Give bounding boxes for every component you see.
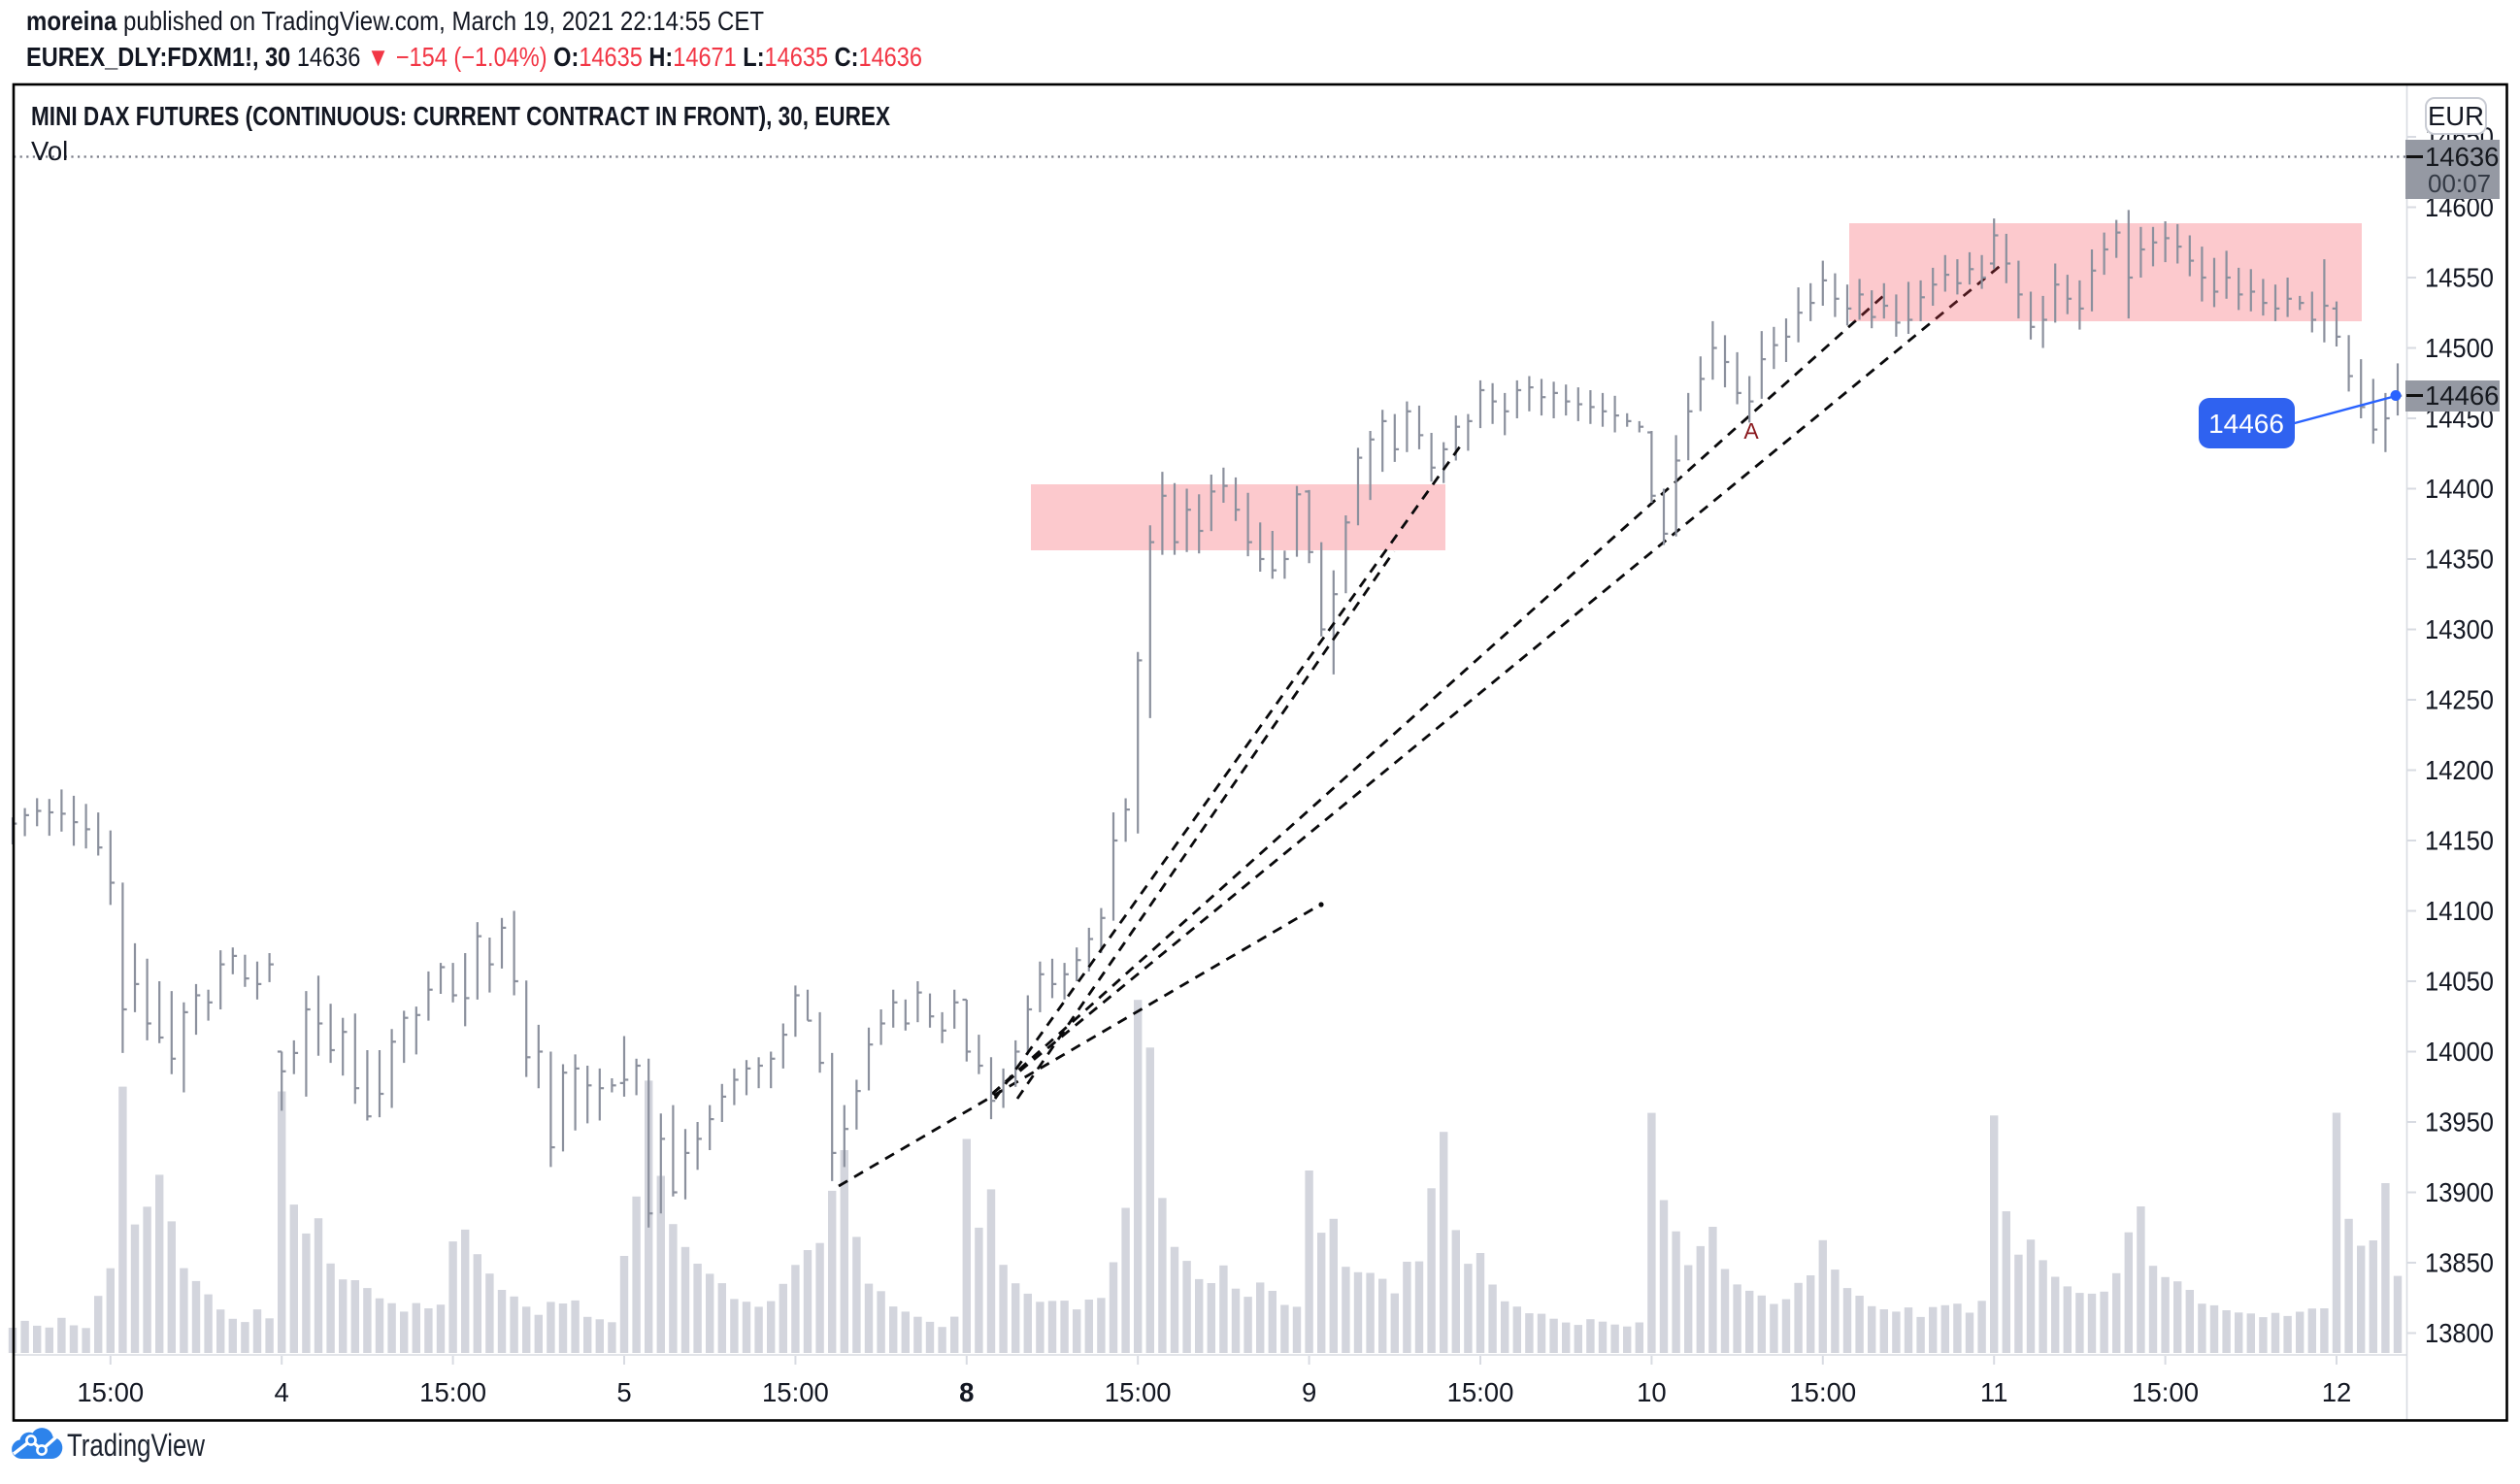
svg-text:14350: 14350 [2425, 544, 2494, 575]
svg-text:13800: 13800 [2425, 1318, 2494, 1348]
svg-text:13850: 13850 [2425, 1248, 2494, 1278]
svg-text:11: 11 [1980, 1377, 2008, 1407]
svg-text:Vol: Vol [31, 136, 68, 166]
svg-text:14300: 14300 [2425, 614, 2494, 644]
svg-text:15:00: 15:00 [762, 1377, 829, 1407]
svg-text:moreina published on TradingVi: moreina published on TradingView.com, Ma… [26, 6, 764, 36]
svg-text:14636: 14636 [2425, 142, 2499, 172]
svg-text:EUR: EUR [2428, 101, 2484, 131]
svg-text:15:00: 15:00 [419, 1377, 486, 1407]
svg-text:14000: 14000 [2425, 1037, 2494, 1067]
svg-text:14200: 14200 [2425, 755, 2494, 785]
svg-text:14050: 14050 [2425, 967, 2494, 997]
svg-text:14500: 14500 [2425, 333, 2494, 363]
svg-text:10: 10 [1637, 1377, 1667, 1407]
svg-text:14150: 14150 [2425, 826, 2494, 856]
svg-text:9: 9 [1302, 1377, 1316, 1407]
svg-text:TradingView: TradingView [67, 1428, 206, 1463]
svg-text:15:00: 15:00 [2132, 1377, 2199, 1407]
svg-text:MINI DAX FUTURES (CONTINUOUS:: MINI DAX FUTURES (CONTINUOUS: CURRENT CO… [31, 101, 890, 131]
svg-text:13950: 13950 [2425, 1107, 2494, 1138]
svg-text:A: A [1743, 418, 1759, 444]
svg-text:14100: 14100 [2425, 896, 2494, 926]
svg-text:14466: 14466 [2208, 409, 2284, 439]
svg-text:8: 8 [959, 1377, 974, 1407]
svg-text:14466: 14466 [2425, 380, 2499, 411]
svg-text:12: 12 [2322, 1377, 2352, 1407]
svg-text:00:07: 00:07 [2428, 169, 2491, 198]
svg-text:15:00: 15:00 [1447, 1377, 1514, 1407]
svg-text:EUREX_DLY:FDXM1!, 30 14636 ▼ −: EUREX_DLY:FDXM1!, 30 14636 ▼ −154 (−1.04… [26, 42, 922, 72]
svg-text:4: 4 [275, 1377, 289, 1407]
svg-text:14400: 14400 [2425, 474, 2494, 504]
svg-text:15:00: 15:00 [77, 1377, 144, 1407]
svg-text:13900: 13900 [2425, 1177, 2494, 1207]
svg-text:15:00: 15:00 [1105, 1377, 1172, 1407]
svg-text:14250: 14250 [2425, 685, 2494, 715]
svg-text:15:00: 15:00 [1789, 1377, 1856, 1407]
svg-text:5: 5 [616, 1377, 631, 1407]
svg-text:14550: 14550 [2425, 263, 2494, 293]
